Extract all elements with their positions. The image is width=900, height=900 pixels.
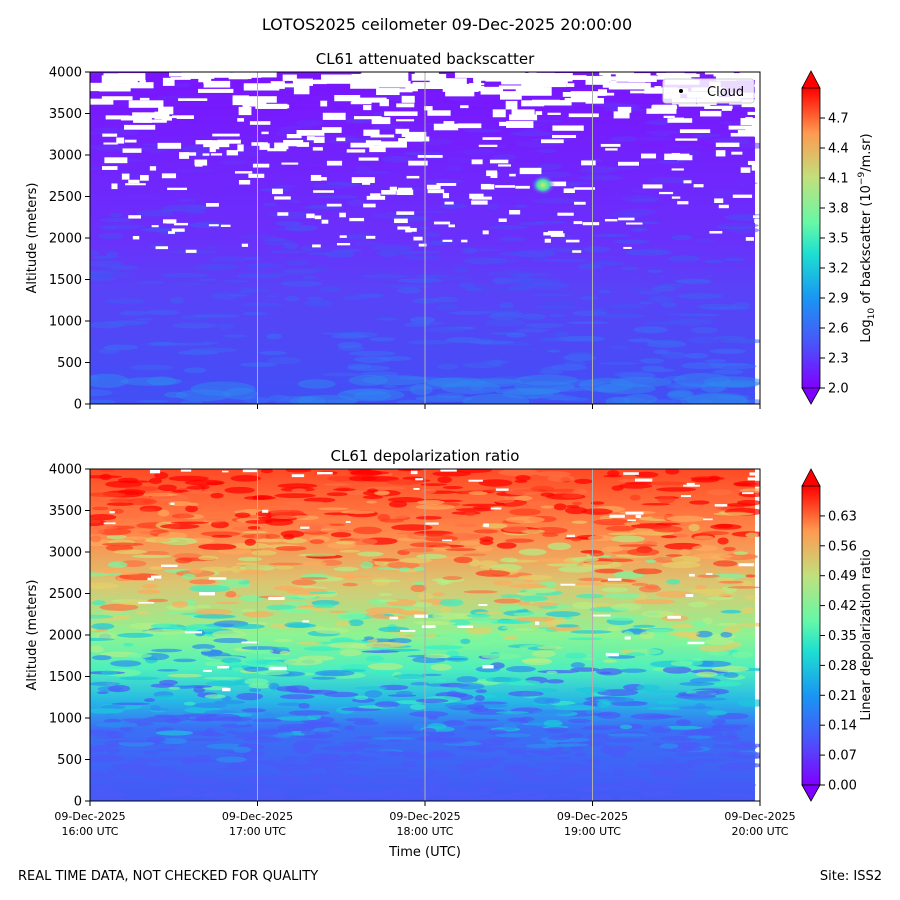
cloud-patch: [531, 175, 555, 195]
colorbar-tick-label: 0.63: [828, 509, 857, 524]
x-tick-date-label: 09-Dec-2025: [389, 810, 460, 823]
colorbar-tick-label: 4.1: [828, 172, 849, 187]
backscatter-y-tick-label: 1500: [49, 273, 82, 288]
x-tick-date-label: 09-Dec-2025: [54, 810, 125, 823]
depolarization-y-tick-label: 3000: [49, 546, 82, 561]
backscatter-y-tick-label: 0: [74, 398, 82, 413]
cloud-legend-marker: [679, 89, 683, 93]
depolarization-y-tick-label: 0: [74, 795, 82, 810]
cloud-legend-label: Cloud: [707, 85, 744, 100]
backscatter-y-tick-label: 1000: [49, 315, 82, 330]
colorbar-tick-label: 3.8: [828, 202, 849, 217]
colorbar-tick-label: 0.00: [828, 779, 857, 794]
backscatter-y-tick-label: 4000: [49, 66, 82, 81]
x-tick-date-label: 09-Dec-2025: [724, 810, 795, 823]
depolarization-y-axis: 0 500 1000 1500 2000 2500 3000 3500 4000: [49, 463, 90, 810]
colorbar-tick-label: 0.28: [828, 659, 857, 674]
colorbar-tick-label: 2.6: [828, 322, 849, 337]
backscatter-y-tick-label: 3000: [49, 149, 82, 164]
depolarization-y-label: Altitude (meters): [25, 580, 40, 691]
x-tick-time-label: 19:00 UTC: [564, 825, 621, 838]
x-tick-time-label: 20:00 UTC: [731, 825, 788, 838]
backscatter-y-tick-label: 2500: [49, 190, 82, 205]
backscatter-colorbar-extend-bottom: [801, 387, 821, 405]
backscatter-legend: Cloud: [662, 78, 755, 104]
depolarization-y-tick-label: 4000: [49, 463, 82, 478]
colorbar-tick-label: 0.49: [828, 569, 857, 584]
depolarization-title: CL61 depolarization ratio: [331, 447, 520, 465]
backscatter-y-tick-label: 500: [57, 356, 82, 371]
depolarization-colorbar-ticks: 0.00 0.07 0.14 0.21 0.28 0.35 0.42 0.49 0.56 0.63: [820, 509, 857, 794]
backscatter-panel: CL61 attenuated backscatter 0 500 1000 1500…: [25, 50, 877, 413]
colorbar-tick-label: 4.7: [828, 112, 849, 127]
depolarization-missing-data: [103, 469, 760, 692]
x-tick-time-label: 17:00 UTC: [229, 825, 286, 838]
backscatter-colorbar-label: Log10 of backscatter (10−9/m.sr): [857, 133, 877, 342]
depolarization-y-tick-label: 2500: [49, 587, 82, 602]
colorbar-tick-label: 3.5: [828, 232, 849, 247]
backscatter-y-axis: 0 500 1000 1500 2000 2500 3000 3500 4000: [49, 66, 90, 413]
depolarization-colorbar-label: Linear depolarization ratio: [859, 549, 874, 720]
x-tick-date-label: 09-Dec-2025: [557, 810, 628, 823]
backscatter-y-tick-label: 2000: [49, 232, 82, 247]
colorbar-tick-label: 0.35: [828, 629, 857, 644]
backscatter-y-tick-label: 3500: [49, 107, 82, 122]
colorbar-tick-label: 3.2: [828, 262, 849, 277]
x-tick-time-label: 16:00 UTC: [61, 825, 118, 838]
depolarization-panel: CL61 depolarization ratio 0 500 1000 1500 20…: [25, 447, 874, 860]
figure-title: LOTOS2025 ceilometer 09-Dec-2025 20:00:0…: [262, 15, 632, 34]
colorbar-tick-label: 4.4: [828, 142, 849, 157]
backscatter-title: CL61 attenuated backscatter: [316, 50, 535, 68]
depolarization-y-tick-label: 1500: [49, 670, 82, 685]
depolarization-x-axis: 09-Dec-2025 16:00 UTC 09-Dec-2025 17:00 UTC…: [54, 801, 796, 838]
colorbar-tick-label: 0.56: [828, 539, 857, 554]
backscatter-missing-data: [90, 72, 760, 253]
x-tick-time-label: 18:00 UTC: [396, 825, 453, 838]
colorbar-tick-label: 2.3: [828, 352, 849, 367]
colorbar-tick-label: 2.9: [828, 292, 849, 307]
depolarization-y-tick-label: 3500: [49, 504, 82, 519]
depolarization-colorbar-body: [801, 485, 821, 786]
backscatter-colorbar-ticks: 2.0 2.3 2.6 2.9 3.2 3.5 3.8 4.1 4.4 4.7: [820, 112, 849, 397]
depolarization-colorbar-extend-bottom: [801, 784, 821, 802]
depolarization-colorbar-extend-top: [801, 468, 821, 487]
x-axis-label: Time (UTC): [388, 845, 461, 860]
depolarization-y-tick-label: 500: [57, 753, 82, 768]
colorbar-tick-label: 0.42: [828, 599, 857, 614]
depolarization-colorbar: 0.00 0.07 0.14 0.21 0.28 0.35 0.42 0.49 0.56 0.63…: [801, 468, 874, 802]
x-tick-date-label: 09-Dec-2025: [222, 810, 293, 823]
backscatter-x-axis: [89, 404, 761, 409]
backscatter-colorbar-body: [801, 87, 821, 389]
site-label: Site: ISS2: [819, 869, 882, 884]
backscatter-colorbar-extend-top: [801, 70, 821, 89]
backscatter-y-label: Altitude (meters): [25, 183, 40, 294]
backscatter-texture: [90, 72, 760, 404]
depolarization-y-tick-label: 2000: [49, 629, 82, 644]
depolarization-texture: [90, 469, 760, 801]
quality-disclaimer: REAL TIME DATA, NOT CHECKED FOR QUALITY: [18, 869, 319, 884]
depolarization-grid: [257, 469, 593, 801]
colorbar-tick-label: 0.21: [828, 689, 857, 704]
colorbar-tick-label: 0.14: [828, 719, 857, 734]
colorbar-tick-label: 2.0: [828, 382, 849, 397]
backscatter-colorbar: 2.0 2.3 2.6 2.9 3.2 3.5 3.8 4.1 4.4 4.7 Log10 of …: [801, 70, 877, 405]
depolarization-y-tick-label: 1000: [49, 712, 82, 727]
colorbar-tick-label: 0.07: [828, 749, 857, 764]
backscatter-grid: [257, 72, 593, 404]
